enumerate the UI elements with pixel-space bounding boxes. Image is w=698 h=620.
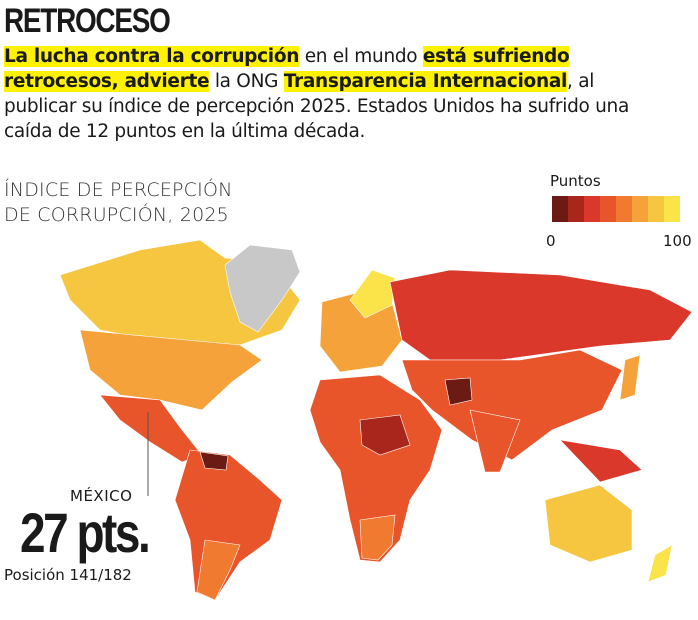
africa	[309, 374, 443, 563]
legend-max: 100	[663, 232, 692, 250]
highlighted-text: La lucha contra la corrupción	[4, 46, 300, 67]
legend-swatch	[648, 196, 664, 222]
highlighted-text: Transparencia Internacional	[283, 71, 568, 92]
legend-min: 0	[546, 232, 556, 250]
sahel	[359, 414, 411, 456]
asia	[401, 349, 623, 461]
callout-rank: Posición 141/182	[4, 566, 132, 584]
venezuela	[199, 451, 229, 471]
legend-swatch	[568, 196, 584, 222]
south-america	[174, 449, 283, 601]
greenland	[224, 244, 301, 333]
title: RETROCESO	[4, 2, 171, 40]
text: la ONG	[209, 71, 284, 92]
text: en el mundo	[299, 46, 423, 67]
legend-swatch	[552, 196, 568, 222]
legend-swatch	[632, 196, 648, 222]
map-title: ÍNDICE DE PERCEPCIÓN DE CORRUPCIÓN, 2025	[4, 178, 233, 228]
legend-swatch	[616, 196, 632, 222]
legend-swatch	[584, 196, 600, 222]
text: , al publicar su índice de percepción 20…	[4, 71, 629, 142]
japan	[619, 354, 641, 401]
map-title-line: DE CORRUPCIÓN, 2025	[4, 204, 229, 226]
afghanistan	[444, 377, 473, 406]
map-title-line: ÍNDICE DE PERCEPCIÓN	[4, 179, 233, 201]
new-zealand	[647, 544, 673, 583]
countries	[59, 239, 693, 601]
legend-title: Puntos	[550, 172, 601, 190]
india	[469, 409, 521, 473]
russia	[389, 269, 693, 361]
southeast-asia	[559, 439, 643, 483]
southern-africa	[359, 514, 396, 561]
intro-text: La lucha contra la corrupción en el mund…	[4, 44, 644, 144]
southern-cone	[196, 539, 241, 601]
legend-swatch	[600, 196, 616, 222]
australia	[544, 484, 633, 563]
callout-score: 27 pts.	[20, 501, 151, 564]
legend-scale	[552, 196, 680, 222]
callout-country: MÉXICO	[70, 487, 133, 505]
legend-swatch	[664, 196, 680, 222]
usa	[79, 329, 263, 411]
